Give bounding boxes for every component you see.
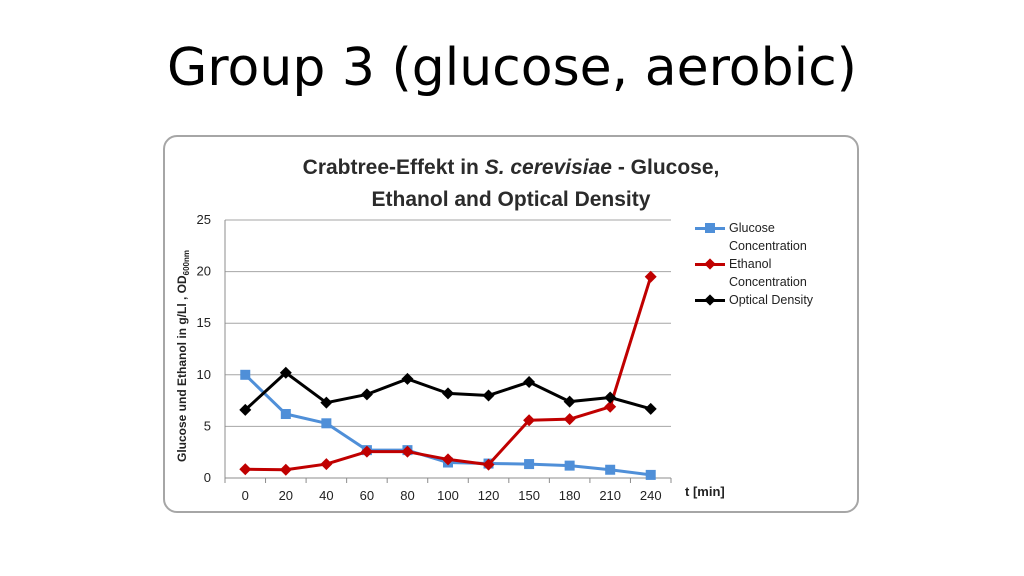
y-axis-label: Glucose und Ethanol in g/Ll , OD600nm xyxy=(175,250,191,462)
data-point-marker xyxy=(563,413,576,426)
x-tick-label: 100 xyxy=(437,488,459,503)
y-tick-label: 15 xyxy=(197,315,211,330)
legend-marker-swatch xyxy=(705,223,715,233)
data-point-marker xyxy=(644,402,657,415)
data-point-marker xyxy=(563,395,576,408)
data-point-marker xyxy=(442,453,454,466)
data-point-marker xyxy=(523,414,536,427)
x-axis-label: t [min] xyxy=(685,484,725,499)
chart-title-line1: Crabtree-Effekt in S. cerevisiae - Gluco… xyxy=(302,156,720,179)
data-point-marker xyxy=(524,459,535,470)
data-point-marker xyxy=(360,445,373,458)
x-tick-label: 0 xyxy=(242,488,249,503)
y-tick-label: 10 xyxy=(197,367,211,382)
data-point-marker xyxy=(239,463,252,476)
legend-entry: Ethanol Concentration xyxy=(695,255,849,291)
data-point-marker xyxy=(320,396,333,409)
data-point-marker xyxy=(279,366,292,379)
data-point-marker xyxy=(604,400,617,413)
series-line-1 xyxy=(245,276,653,472)
x-tick-label: 180 xyxy=(559,488,581,503)
line-chart: 0 5 10 15 20 25 0 20 40 60 80 100 120 150 180 210 240 t [… xyxy=(175,212,725,503)
slide-title: Group 3 (glucose, aerobic) xyxy=(167,38,857,98)
y-tick-label: 5 xyxy=(204,418,211,433)
legend-label: Ethanol Concentration xyxy=(729,257,807,289)
y-tick-label: 25 xyxy=(197,212,211,227)
data-point-marker xyxy=(645,469,656,480)
chart-legend: Glucose Concentration Ethanol Concentration… xyxy=(695,219,849,309)
x-tick-label: 240 xyxy=(640,488,662,503)
data-point-marker xyxy=(604,391,617,404)
legend-marker-swatch xyxy=(704,294,716,306)
x-tick-label: 20 xyxy=(279,488,293,503)
x-tick-label: 80 xyxy=(400,488,414,503)
data-point-marker xyxy=(321,418,332,429)
y-tick-label: 20 xyxy=(197,264,211,279)
x-tick-label: 40 xyxy=(319,488,333,503)
data-point-marker xyxy=(320,458,333,471)
legend-entry: Optical Density xyxy=(695,291,849,309)
legend-label: Glucose Concentration xyxy=(729,221,807,253)
data-point-marker xyxy=(240,369,251,380)
x-tick-label: 60 xyxy=(360,488,374,503)
data-point-marker xyxy=(360,388,373,401)
x-tick-label: 120 xyxy=(478,488,500,503)
y-tick-label: 0 xyxy=(204,470,211,485)
legend-label: Optical Density xyxy=(729,293,814,307)
data-point-marker xyxy=(482,389,495,402)
chart-title-line2: Ethanol and Optical Density xyxy=(371,188,651,211)
data-point-marker xyxy=(605,464,616,475)
data-point-marker xyxy=(442,387,454,400)
data-point-marker xyxy=(482,458,495,471)
legend-entry: Glucose Concentration xyxy=(695,219,849,255)
x-tick-label: 210 xyxy=(599,488,621,503)
data-point-marker xyxy=(279,463,292,476)
chart-title: Crabtree-Effekt in S. cerevisiae - Gluco… xyxy=(163,152,859,216)
data-point-marker xyxy=(564,460,575,471)
data-point-marker xyxy=(239,403,252,416)
data-point-marker xyxy=(523,376,536,389)
data-point-marker xyxy=(280,409,291,420)
data-point-marker xyxy=(401,372,414,385)
chart-frame xyxy=(163,135,859,513)
legend-marker-swatch xyxy=(704,258,716,270)
x-tick-label: 150 xyxy=(518,488,540,503)
data-point-marker xyxy=(644,270,657,283)
data-point-marker xyxy=(401,445,414,458)
